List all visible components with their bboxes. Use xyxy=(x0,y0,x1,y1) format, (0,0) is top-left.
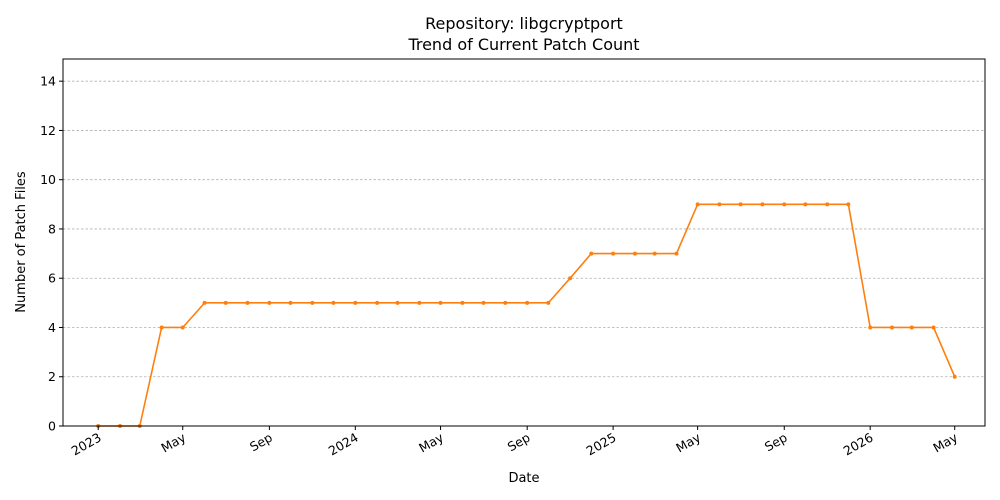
x-tick-label: 2026 xyxy=(841,430,876,459)
data-point xyxy=(695,202,700,207)
data-point xyxy=(589,251,594,256)
data-point xyxy=(868,325,873,330)
x-tick-label: 2025 xyxy=(584,430,619,459)
data-point xyxy=(803,202,808,207)
data-point xyxy=(223,300,228,305)
data-point xyxy=(245,300,250,305)
data-series xyxy=(96,202,957,428)
chart-subtitle: Trend of Current Patch Count xyxy=(407,35,639,54)
data-point xyxy=(760,202,765,207)
data-point xyxy=(931,325,936,330)
data-point xyxy=(460,300,465,305)
data-point xyxy=(674,251,679,256)
data-point xyxy=(503,300,508,305)
data-point xyxy=(159,325,164,330)
data-point xyxy=(331,300,336,305)
x-tick-label: Sep xyxy=(762,430,790,455)
grid-lines xyxy=(63,80,985,427)
y-axis-ticks: 0 2 4 6 8 10 12 14 xyxy=(40,74,63,434)
y-tick-label: 2 xyxy=(48,369,56,384)
chart-title: Repository: libgcryptport xyxy=(425,14,623,33)
data-point xyxy=(395,300,400,305)
data-point xyxy=(568,276,573,281)
x-axis-ticks: 2023 May Sep 2024 May Sep 2025 May Sep 2026 May xyxy=(69,426,961,459)
plot-frame xyxy=(62,58,986,427)
x-tick-label: Sep xyxy=(505,430,533,455)
y-axis-label: Number of Patch Files xyxy=(14,171,29,313)
data-point xyxy=(525,300,530,305)
x-axis-label: Date xyxy=(508,471,539,486)
data-point xyxy=(846,202,851,207)
x-tick-label: May xyxy=(673,429,703,455)
data-point xyxy=(738,202,743,207)
data-point xyxy=(546,300,551,305)
x-tick-label: May xyxy=(158,429,188,455)
data-point xyxy=(782,202,787,207)
data-point xyxy=(438,300,443,305)
data-point xyxy=(202,300,207,305)
data-point xyxy=(353,300,358,305)
x-tick-label: Sep xyxy=(247,430,275,455)
x-tick-label: 2023 xyxy=(69,430,104,459)
data-point xyxy=(611,251,616,256)
data-point xyxy=(310,300,315,305)
series-line xyxy=(98,203,956,427)
x-tick-label: May xyxy=(416,429,446,455)
data-point xyxy=(825,202,830,207)
data-point xyxy=(375,300,380,305)
data-point xyxy=(417,300,422,305)
y-tick-label: 14 xyxy=(40,74,56,89)
y-tick-label: 6 xyxy=(48,271,56,286)
data-point xyxy=(652,251,657,256)
x-tick-label: May xyxy=(930,429,960,455)
data-point xyxy=(717,202,722,207)
data-point xyxy=(632,251,637,256)
y-tick-label: 0 xyxy=(48,419,56,434)
y-tick-label: 12 xyxy=(40,123,56,138)
data-point xyxy=(952,374,957,379)
data-point xyxy=(180,325,185,330)
data-point xyxy=(890,325,895,330)
y-tick-label: 4 xyxy=(48,320,56,335)
y-tick-label: 8 xyxy=(48,221,56,236)
data-point xyxy=(481,300,486,305)
data-point xyxy=(909,325,914,330)
data-point xyxy=(288,300,293,305)
x-tick-label: 2024 xyxy=(326,430,361,459)
y-tick-label: 10 xyxy=(40,172,56,187)
data-point xyxy=(267,300,272,305)
